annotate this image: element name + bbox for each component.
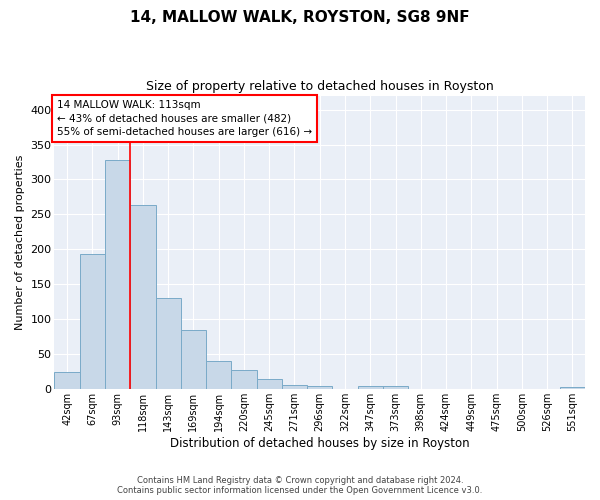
Bar bbox=[206, 362, 232, 390]
Bar bbox=[282, 385, 307, 390]
Bar bbox=[130, 204, 155, 390]
Bar bbox=[358, 386, 383, 390]
Bar bbox=[105, 160, 130, 390]
Title: Size of property relative to detached houses in Royston: Size of property relative to detached ho… bbox=[146, 80, 494, 93]
Bar bbox=[55, 372, 80, 390]
X-axis label: Distribution of detached houses by size in Royston: Distribution of detached houses by size … bbox=[170, 437, 470, 450]
Bar bbox=[307, 386, 332, 390]
Y-axis label: Number of detached properties: Number of detached properties bbox=[15, 154, 25, 330]
Text: 14 MALLOW WALK: 113sqm
← 43% of detached houses are smaller (482)
55% of semi-de: 14 MALLOW WALK: 113sqm ← 43% of detached… bbox=[57, 100, 312, 137]
Bar bbox=[232, 370, 257, 390]
Bar bbox=[383, 386, 408, 390]
Bar bbox=[257, 379, 282, 390]
Text: Contains HM Land Registry data © Crown copyright and database right 2024.
Contai: Contains HM Land Registry data © Crown c… bbox=[118, 476, 482, 495]
Bar bbox=[80, 254, 105, 390]
Text: 14, MALLOW WALK, ROYSTON, SG8 9NF: 14, MALLOW WALK, ROYSTON, SG8 9NF bbox=[130, 10, 470, 25]
Bar bbox=[560, 387, 585, 390]
Bar bbox=[155, 298, 181, 390]
Bar bbox=[181, 330, 206, 390]
